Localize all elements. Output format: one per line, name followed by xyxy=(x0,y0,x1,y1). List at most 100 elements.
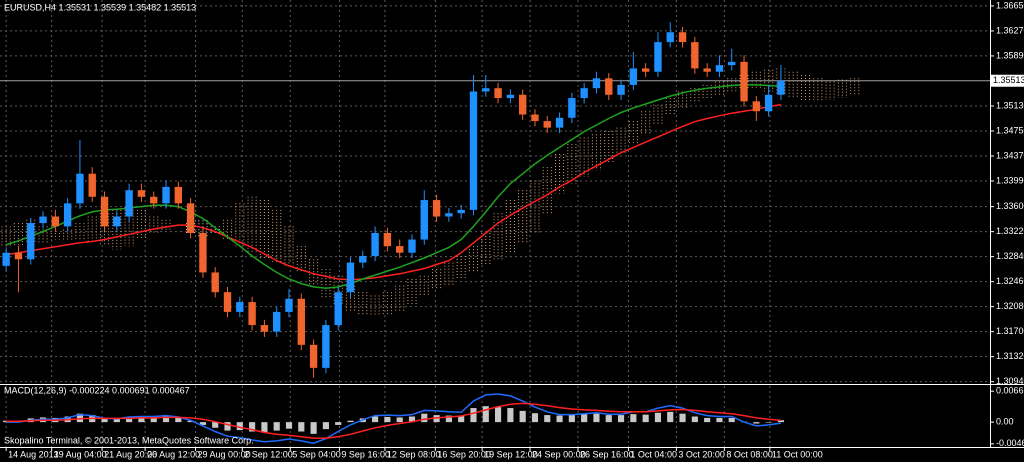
candle-body xyxy=(728,61,736,66)
candle-body xyxy=(691,42,699,69)
candle-body xyxy=(150,196,158,204)
macd-histogram-bar xyxy=(470,408,477,423)
y-tick-label: 1.34370 xyxy=(996,150,1024,160)
candle-body xyxy=(740,61,748,102)
x-tick-label: 8 Oct 08:00 xyxy=(726,449,773,459)
candle-body xyxy=(346,262,355,293)
candle-body xyxy=(236,302,244,312)
macd-histogram-bar xyxy=(753,422,760,424)
macd-histogram-bar xyxy=(630,414,637,423)
plot xyxy=(0,22,990,378)
candle-body xyxy=(531,114,539,122)
macd-histogram-bar xyxy=(654,412,662,423)
x-tick-label: 19 Aug 04:00 xyxy=(54,449,107,459)
x-tick-label: 21 Aug 20:00 xyxy=(104,449,157,459)
candle-body xyxy=(678,32,687,43)
macd-histogram-bar xyxy=(175,417,182,423)
macd-histogram-bar xyxy=(482,406,489,423)
candle-body xyxy=(199,232,207,273)
candle-body xyxy=(666,32,674,43)
x-tick-label: 24 Sep 00:00 xyxy=(532,449,586,459)
macd-histogram-bar xyxy=(298,422,305,432)
candle-body xyxy=(334,292,342,326)
x-tick-label: 12 Sep 08:00 xyxy=(387,449,441,459)
footer: Skopalino Terminal, © 2001-2013, MetaQuo… xyxy=(4,435,254,445)
ichimoku-cloud xyxy=(1,68,860,316)
current-price-label: 1.35513 xyxy=(993,75,1024,85)
macd-histogram-bar xyxy=(716,417,723,423)
macd-histogram-bar xyxy=(495,407,502,423)
macd-histogram-bar xyxy=(396,417,403,423)
y-tick-label: 1.36650 xyxy=(996,0,1024,10)
candle-body xyxy=(273,311,281,332)
macd-histogram-bar xyxy=(310,422,317,434)
candle-body xyxy=(211,272,219,293)
macd-histogram-bar xyxy=(445,415,452,423)
y-tick-label: 1.35130 xyxy=(996,100,1024,110)
macd-histogram-bar xyxy=(236,422,243,431)
candle-body xyxy=(764,94,773,112)
macd-main-line xyxy=(6,393,782,444)
candle-body xyxy=(383,232,392,247)
candle-body xyxy=(752,101,761,112)
candle-body xyxy=(359,255,367,263)
candle-body xyxy=(396,246,404,253)
candle-body xyxy=(580,88,588,99)
macd-histogram-bar xyxy=(408,416,416,423)
macd-histogram-bar xyxy=(642,414,649,423)
candle-body xyxy=(506,94,515,99)
moving-average xyxy=(5,84,781,289)
candle-body xyxy=(297,298,305,345)
candle-body xyxy=(494,88,502,99)
macd-histogram-bar xyxy=(556,415,563,423)
macd-histogram-bar xyxy=(507,408,514,423)
macd-panel xyxy=(3,393,785,444)
macd-histogram-bar xyxy=(138,416,145,423)
y-tick-label: 1.34750 xyxy=(996,125,1024,135)
candle-body xyxy=(63,203,72,227)
y-tick-label: 1.31320 xyxy=(996,351,1024,361)
macd-histogram-bar xyxy=(458,416,465,423)
macd-histogram-bar xyxy=(322,422,329,430)
candle-body xyxy=(482,88,490,92)
candle-body xyxy=(555,117,564,128)
macd-signal-line xyxy=(6,402,781,439)
candle-body xyxy=(113,216,121,227)
candle-body xyxy=(174,186,183,204)
macd-histogram-bar xyxy=(199,422,206,425)
macd-histogram-bar xyxy=(347,420,354,423)
candle-body xyxy=(777,80,785,95)
macd-histogram-bar xyxy=(261,422,268,432)
candle-body xyxy=(260,325,269,332)
macd-histogram-bar xyxy=(777,420,785,423)
candle-body xyxy=(641,68,650,72)
candle-body xyxy=(186,203,195,233)
candle-body xyxy=(309,344,318,368)
macd-histogram-bar xyxy=(384,416,391,423)
macd-histogram-bar xyxy=(224,422,231,431)
candle-body xyxy=(39,216,47,224)
candle-body xyxy=(88,173,96,197)
y-tick-label: 1.33220 xyxy=(996,226,1024,236)
macd-label: MACD(12,26,9) -0.000224 0.000691 0.00046… xyxy=(4,385,190,395)
candle-body xyxy=(322,325,330,368)
x-tick-label: 26 Aug 12:00 xyxy=(147,449,200,459)
y-tick-label: 1.32080 xyxy=(996,301,1024,311)
macd-y-tick-label: 0.00 xyxy=(996,417,1014,427)
macd-y-tick-label: -0.00463 xyxy=(996,438,1024,448)
candle-body xyxy=(51,216,60,227)
x-tick-label: 19 Sep 12:00 xyxy=(484,449,538,459)
candle-body xyxy=(518,94,527,115)
macd-histogram-bar xyxy=(249,422,256,432)
candle-body xyxy=(617,84,625,95)
macd-histogram-bar xyxy=(76,413,84,423)
candle-body xyxy=(432,200,441,217)
x-tick-label: 14 Aug 2013 xyxy=(8,449,59,459)
y-tick-label: 1.30940 xyxy=(996,376,1024,386)
candle-body xyxy=(703,68,711,72)
macd-histogram-bar xyxy=(667,411,674,423)
candle-body xyxy=(543,121,551,128)
axes: 1.36650 1.36270 1.35890 1.35130 1.34750 1.343… xyxy=(5,0,1024,459)
candle-body xyxy=(14,252,23,260)
